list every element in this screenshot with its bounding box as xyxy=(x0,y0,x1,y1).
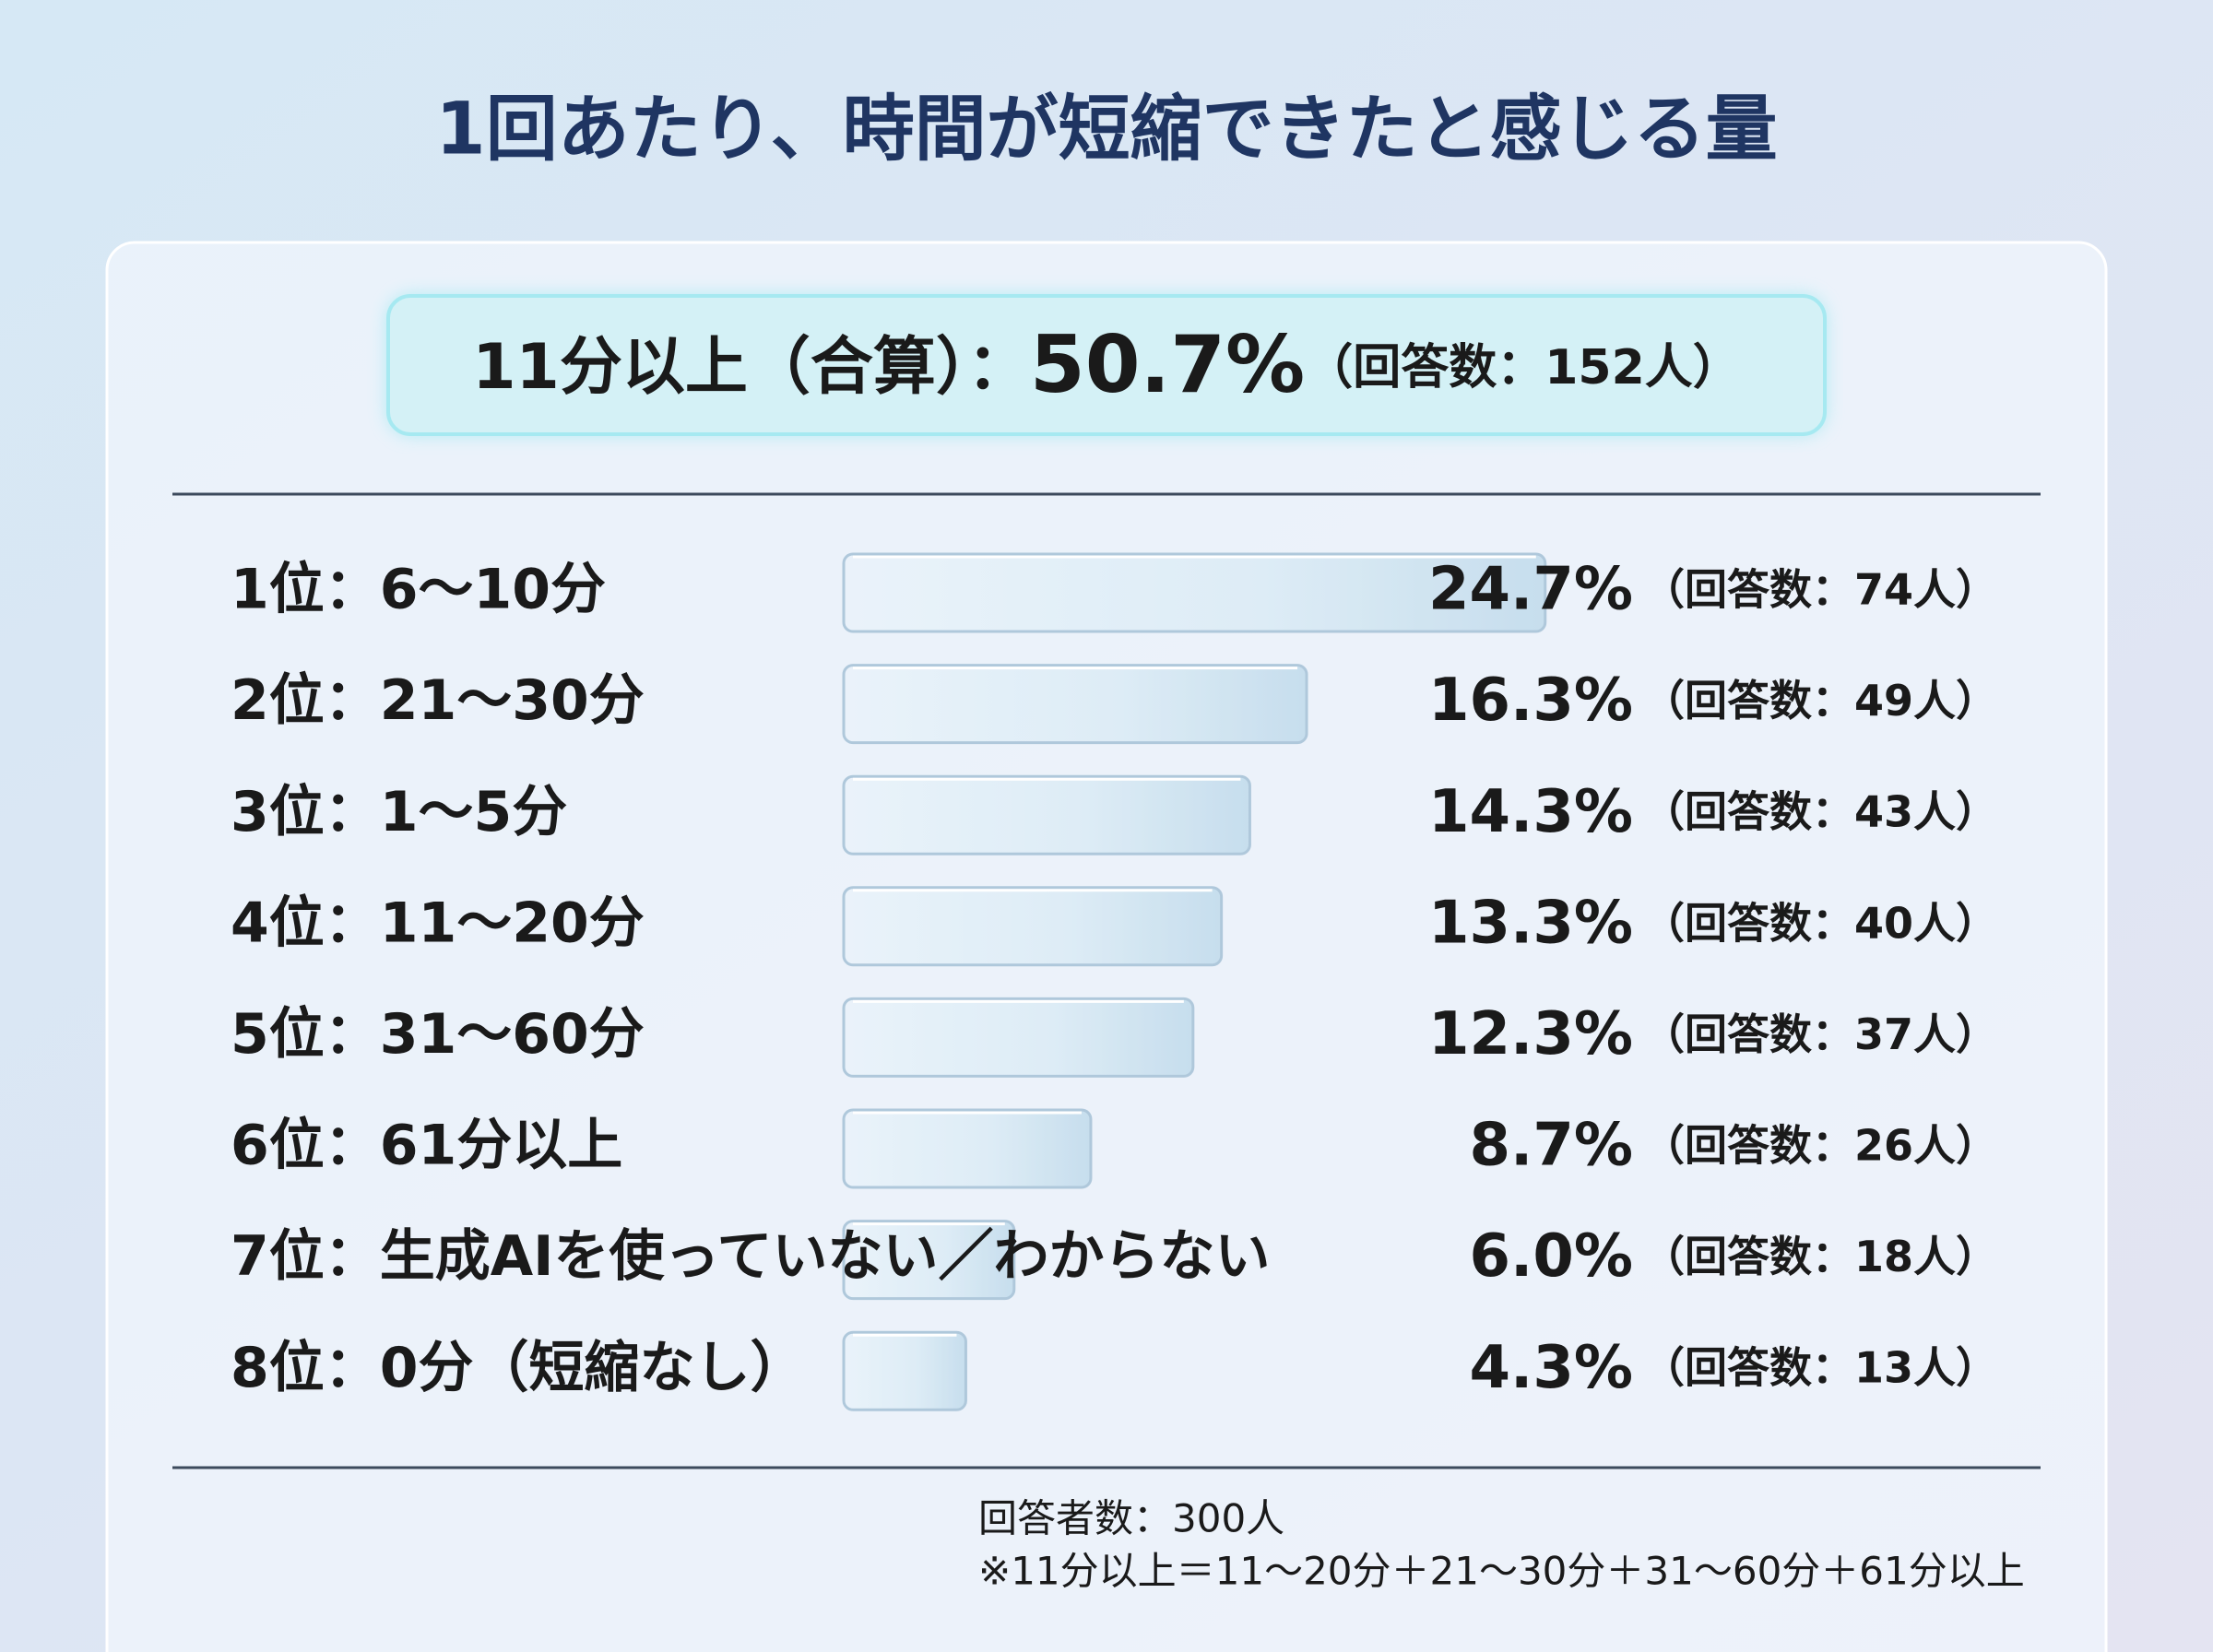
value-label: 8.7% xyxy=(1470,1112,1634,1180)
value-label: 14.3% xyxy=(1428,778,1633,846)
value-label: 16.3% xyxy=(1428,667,1633,735)
value-label: 4.3% xyxy=(1470,1334,1634,1402)
value-label: 6.0% xyxy=(1470,1222,1634,1291)
category-label: 3位：1〜5分 xyxy=(231,780,567,844)
bar xyxy=(842,774,1251,856)
chart-title: 1回あたり、時間が短縮できたと感じる量 xyxy=(435,88,1777,171)
count-label: （回答数：13人） xyxy=(1642,1343,1998,1393)
highlight-label: 11分以上（合算）： xyxy=(472,331,1030,404)
highlight-box xyxy=(386,294,1827,436)
count-label: （回答数：40人） xyxy=(1642,898,1998,948)
highlight-text: 11分以上（合算）：50.7%（回答数：152人） xyxy=(472,319,1741,411)
category-label: 1位：6〜10分 xyxy=(231,558,606,622)
category-label: 7位：生成AIを使っていない／わからない xyxy=(231,1224,1271,1289)
bar xyxy=(842,664,1308,745)
category-label: 6位：61分以上 xyxy=(231,1114,622,1178)
count-label: （回答数：49人） xyxy=(1642,676,1998,726)
count-label: （回答数：37人） xyxy=(1642,1009,1998,1059)
value-label: 13.3% xyxy=(1428,889,1633,957)
bar xyxy=(842,1330,967,1411)
category-label: 2位：21〜30分 xyxy=(231,668,645,733)
bar xyxy=(842,1220,1016,1301)
category-label: 4位：11〜20分 xyxy=(231,891,645,955)
highlight-value: 50.7% xyxy=(1030,319,1305,411)
bar xyxy=(842,552,1547,633)
count-label: （回答数：43人） xyxy=(1642,787,1998,837)
bar xyxy=(842,997,1195,1078)
category-label: 8位：0分（短縮なし） xyxy=(231,1336,806,1400)
note: ※11分以上＝11〜20分＋21〜30分＋31〜60分＋61分以上 xyxy=(978,1549,2025,1594)
count-label: （回答数：26人） xyxy=(1642,1121,1998,1171)
value-label: 12.3% xyxy=(1428,1000,1633,1068)
count-label: （回答数：18人） xyxy=(1642,1232,1998,1281)
highlight-count: （回答数：152人） xyxy=(1305,340,1741,395)
count-label: （回答数：74人） xyxy=(1642,565,1998,615)
bar xyxy=(842,1108,1093,1189)
value-label: 24.7% xyxy=(1428,556,1633,624)
note: 回答者数：300人 xyxy=(978,1496,1284,1541)
bar xyxy=(842,886,1224,967)
category-label: 5位：31〜60分 xyxy=(231,1002,645,1067)
